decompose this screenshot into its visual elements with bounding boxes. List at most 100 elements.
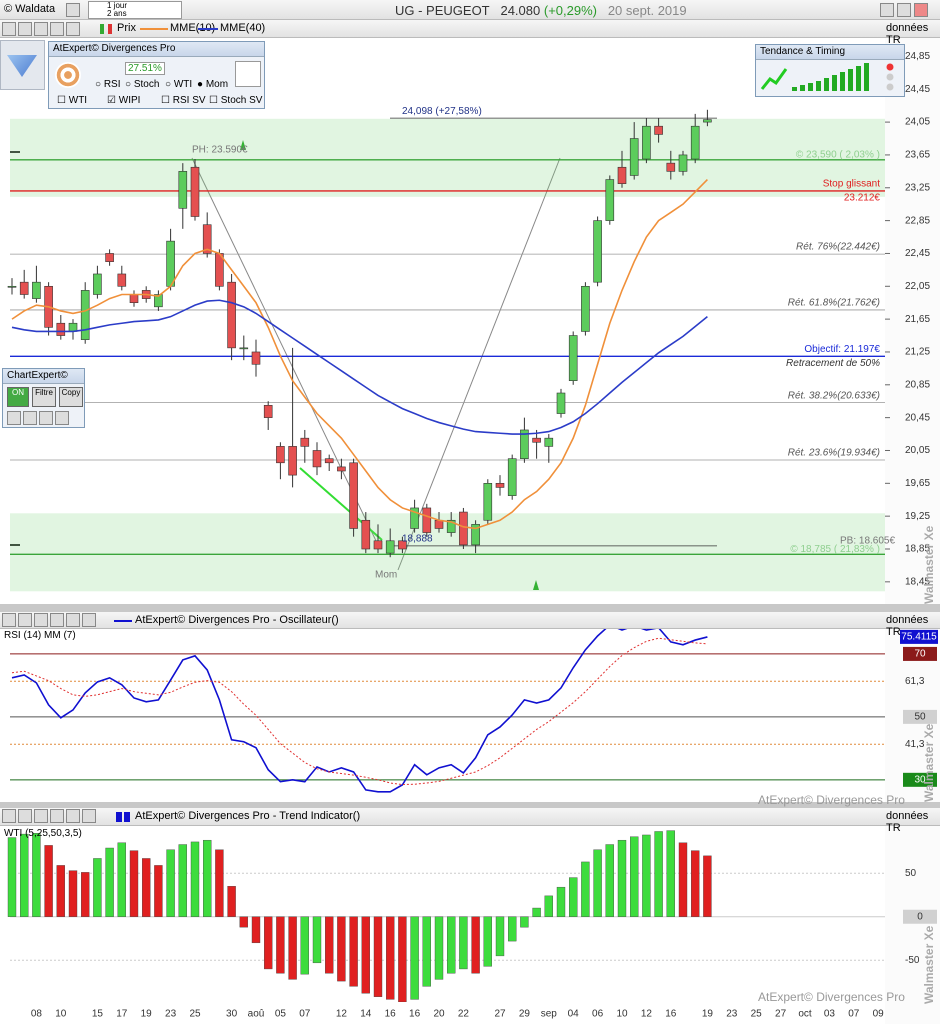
button[interactable]: Copy [59,387,83,407]
x-tick-label: 12 [336,1009,348,1020]
candle-body [690,125,700,160]
option[interactable]: ○ WTI [165,79,193,90]
bar [32,833,41,917]
icon[interactable] [34,22,48,36]
level-label: © 18,785 ( 21,83% ) [790,544,880,555]
candle-body [312,450,322,468]
candle-body [629,138,639,176]
bar [471,916,480,974]
drawing-tool[interactable] [7,55,37,77]
box-title: AtExpert© Divergences Pro [49,42,264,57]
icon[interactable] [34,613,48,627]
brand-watermark: AtExpert© Divergences Pro [758,990,905,1004]
icon[interactable] [55,411,69,425]
x-tick-label: 23 [165,1009,177,1020]
icon[interactable] [66,613,80,627]
bar [459,916,468,970]
filter-label: Stoch SV [220,95,263,106]
icon[interactable] [2,809,16,823]
icon[interactable] [18,809,32,823]
icon[interactable] [39,411,53,425]
bar [569,877,578,917]
filter[interactable]: ☐ RSI SV [161,95,206,106]
minimize[interactable] [880,3,894,17]
option[interactable]: ● Mom [197,79,229,90]
plot-area [7,830,712,1002]
bar [105,847,114,917]
level-label: © 23,590 ( 2,03% ) [796,150,880,161]
button[interactable]: ON [7,387,29,407]
bar [410,916,419,1000]
icon[interactable] [50,22,64,36]
x-tick-label: 17 [116,1009,128,1020]
icon[interactable] [18,613,32,627]
icon[interactable] [2,22,16,36]
icon[interactable] [66,809,80,823]
icon[interactable] [82,613,96,627]
filter[interactable]: ☐ Stoch SV [209,95,263,106]
change: (+0,29%) [543,3,597,18]
period-select[interactable]: 1 jour 2 ans [88,1,182,19]
app-name: © Waldata [4,3,56,15]
icon[interactable] [2,613,16,627]
icon[interactable] [66,22,80,36]
legend-entry[interactable]: MME(40) [220,22,266,34]
candle-body [398,540,407,550]
icon[interactable] [66,3,80,17]
candle-body [410,507,419,529]
option[interactable]: ○ RSI [95,79,121,90]
y-tick-label: 20,45 [905,412,930,423]
annotation: PH: 23.590€ [192,145,248,156]
x-tick-label: 14 [360,1009,372,1020]
icon[interactable] [50,613,64,627]
period: 1 jour [107,1,128,10]
bar [239,916,249,928]
bar [532,907,541,917]
icon[interactable] [50,809,64,823]
tick-box [903,709,937,724]
candle-body [251,351,261,365]
filter-label: WTI [68,95,88,106]
candle-body [324,458,334,464]
panel-header: AtExpert© Divergences Pro - Oscillateur(… [0,612,940,638]
bar [202,839,212,917]
y-tick-label: 23,25 [905,182,930,193]
close[interactable] [914,3,928,17]
icon[interactable] [34,809,48,823]
x-tick-label: 06 [592,1009,604,1020]
candle-body [495,483,505,488]
option-label: Stoch [133,79,160,90]
candle-body [202,224,212,254]
last-value-label: 75.4115 [901,632,937,643]
bar [654,831,663,917]
icon[interactable] [82,809,96,823]
x-tick-label: 16 [665,1009,677,1020]
bar [251,916,261,944]
bar [215,849,224,917]
bar [678,842,688,917]
icon[interactable] [7,411,21,425]
bar [56,865,65,917]
maximize[interactable] [897,3,911,17]
last-value-box [900,629,938,644]
candle-body [7,285,17,288]
icon[interactable] [23,411,37,425]
option-label: WTI [173,79,193,90]
y-tick-label: 50 [905,868,917,879]
filter[interactable]: ☐ WTI [57,95,88,106]
candle-body [703,119,712,123]
price-legend[interactable]: Prix [117,22,136,34]
y-tick-label: 18,85 [905,544,930,555]
icon[interactable] [18,22,32,36]
icon[interactable] [235,61,261,87]
x-tick-label: 19 [141,1009,153,1020]
bar [154,865,163,917]
bar [166,849,175,917]
legend-entry[interactable]: MME(10) [170,22,216,34]
option[interactable]: ○ Stoch [125,79,160,90]
button[interactable]: Filtre [32,387,56,407]
y-tick-label: 50 [914,712,926,723]
candle-body [556,392,566,414]
filter[interactable]: ☑ WIPI [107,95,141,106]
